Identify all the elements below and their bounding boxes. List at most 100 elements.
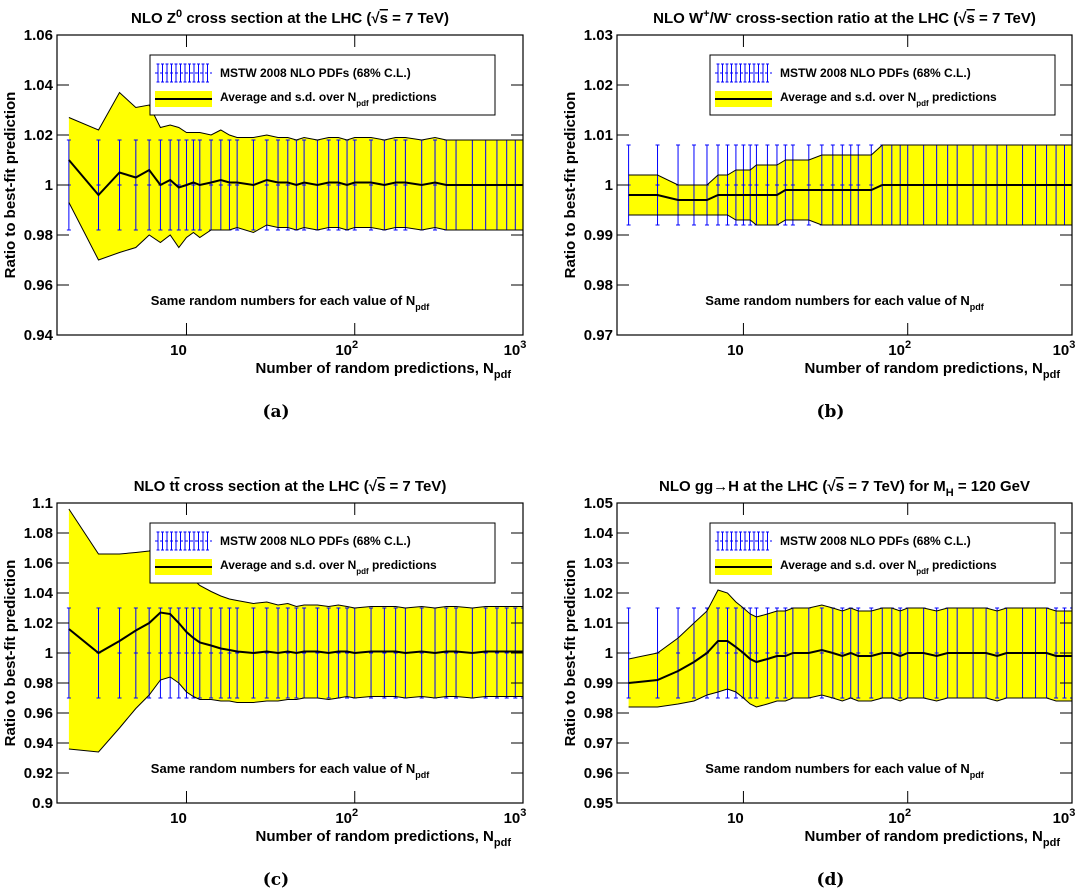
chart-title-part: = 7 TeV): [975, 10, 1036, 27]
y-tick-label: 1.01: [584, 127, 613, 144]
y-tick-label: 0.96: [584, 765, 613, 782]
chart-title-part: +: [703, 8, 709, 20]
pdf-error-bar: [774, 607, 779, 699]
pdf-error-bar: [856, 144, 861, 226]
y-tick-label: 1.02: [584, 77, 613, 94]
pdf-error-bar: [840, 144, 845, 226]
pdf-error-bar: [264, 607, 269, 699]
x-axis-title: Number of random predictions, Npdf: [805, 360, 1061, 381]
x-tick-label: 102: [888, 807, 911, 827]
sd-band-lower: [68, 202, 523, 261]
x-tick-label-base: 10: [504, 810, 521, 827]
x-axis-title-part: Number of random predictions, N: [805, 828, 1043, 845]
annotation-part: pdf: [970, 770, 985, 780]
x-axis-title-part: Number of random predictions, N: [256, 828, 494, 845]
legend-label-part: predictions: [369, 90, 437, 104]
y-axis-title: Ratio to best-fit prediction: [2, 92, 19, 279]
legend-label: MSTW 2008 NLO PDFs (68% C.L.): [780, 534, 971, 548]
y-tick-label: 0.98: [24, 227, 53, 244]
mean-line: [68, 159, 523, 197]
pdf-error-bar: [790, 144, 795, 226]
x-tick-label: 103: [504, 339, 527, 359]
legend-label-part: pdf: [916, 567, 929, 576]
pdf-error-bar: [176, 139, 181, 231]
chart-title-part: = 7 TeV) for M: [844, 478, 946, 495]
legend-swatch: [757, 63, 760, 83]
y-tick-label: 0.95: [584, 795, 613, 812]
pdf-error-bar: [218, 607, 223, 699]
chart-title-part: H: [946, 487, 954, 499]
annotation-part: Same random numbers for each value of N: [151, 293, 415, 308]
legend-label-part: Average and s.d. over N: [780, 558, 916, 572]
y-tick-label: 1.04: [24, 585, 54, 602]
pdf-error-bar: [848, 144, 853, 226]
legend-label-part: pdf: [356, 99, 369, 108]
x-tick-label-exponent: 2: [352, 807, 358, 819]
pdf-error-bar: [191, 139, 196, 231]
pdf-error-bar: [898, 607, 903, 699]
pdf-error-bar: [783, 607, 788, 699]
panel-caption: (d): [817, 870, 845, 890]
x-tick-label-base: 10: [170, 342, 187, 359]
y-tick-label: 1: [605, 645, 613, 662]
legend-swatch: [748, 531, 751, 551]
annotation-part: pdf: [970, 302, 985, 312]
y-tick-label: 1.04: [584, 525, 614, 542]
legend-swatch: [197, 531, 200, 551]
annotation-part: pdf: [415, 302, 430, 312]
pdf-error-bar: [504, 607, 509, 699]
y-axis-title: Ratio to best-fit prediction: [562, 560, 579, 747]
pdf-error-bar: [393, 607, 398, 699]
pdf-error-bar: [191, 607, 196, 699]
sd-band-lower: [628, 688, 1072, 708]
legend-swatch: [188, 531, 191, 551]
pdf-error-bar: [715, 607, 720, 699]
pdf-error-bar: [276, 139, 281, 231]
chart-title: NLO Z0 cross section at the LHC (√s = 7 …: [131, 8, 449, 27]
x-tick-label: 10: [727, 342, 744, 359]
x-axis-title: Number of random predictions, Npdf: [256, 828, 512, 849]
legend-label-part: Average and s.d. over N: [220, 90, 356, 104]
chart-title-part: NLO t: [134, 478, 175, 495]
x-tick-label-exponent: 2: [352, 339, 358, 351]
sd-band-upper: [628, 589, 1072, 660]
pdf-error-bar: [869, 144, 874, 226]
pdf-error-bar: [715, 144, 720, 226]
legend-swatch: [188, 63, 191, 83]
y-tick-label: 1.04: [24, 77, 54, 94]
panel-caption: (a): [262, 402, 289, 422]
pdf-error-bar: [754, 607, 759, 699]
x-axis-title-part: pdf: [1043, 837, 1060, 849]
legend-swatch: [752, 531, 756, 551]
sd-band-lower: [628, 214, 1072, 226]
y-tick-label: 0.98: [24, 675, 53, 692]
chart-title-part: t: [175, 478, 180, 495]
chart-title: NLO gg→H at the LHC (√s = 7 TeV) for MH …: [659, 478, 1030, 499]
y-tick-label: 0.97: [584, 735, 613, 752]
chart-title-part: = 120 GeV: [954, 478, 1030, 495]
x-axis-title-part: pdf: [494, 837, 511, 849]
x-axis-title-part: pdf: [494, 369, 511, 381]
panel-caption: (b): [817, 402, 845, 422]
x-tick-label: 10: [727, 810, 744, 827]
x-tick-label-exponent: 2: [905, 339, 911, 351]
sd-band-upper: [68, 91, 523, 141]
x-tick-label-exponent: 2: [905, 807, 911, 819]
pdf-error-bar: [285, 139, 290, 231]
legend-swatch: [752, 63, 756, 83]
chart-title: NLO W+/W- cross-section ratio at the LHC…: [653, 8, 1036, 27]
legend-label: MSTW 2008 NLO PDFs (68% C.L.): [780, 66, 971, 80]
pdf-error-bar: [96, 139, 101, 231]
y-axis-title: Ratio to best-fit prediction: [562, 92, 579, 279]
x-tick-label: 10: [170, 342, 187, 359]
legend-label: MSTW 2008 NLO PDFs (68% C.L.): [220, 534, 411, 548]
x-axis-title-part: Number of random predictions, N: [256, 360, 494, 377]
x-tick-label-exponent: 3: [520, 339, 526, 351]
annotation-part: Same random numbers for each value of N: [151, 761, 415, 776]
y-tick-label: 0.94: [24, 327, 54, 344]
y-tick-label: 1.05: [584, 495, 613, 512]
pdf-error-bar: [444, 607, 449, 699]
chart-title-part: 0: [176, 8, 182, 20]
legend-label-part: MSTW 2008 NLO PDFs (68% C.L.): [780, 66, 971, 80]
